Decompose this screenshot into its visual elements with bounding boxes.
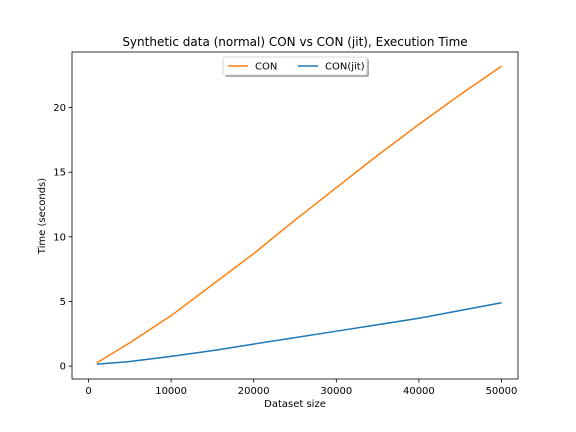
- y-tick-label: 5: [60, 297, 66, 308]
- chart-title: Synthetic data (normal) CON vs CON (jit)…: [122, 35, 467, 49]
- y-tick-label: 15: [53, 168, 66, 179]
- x-tick-label: 0: [85, 386, 91, 397]
- y-tick-label: 10: [53, 232, 66, 243]
- plot-area: 0 10000 20000 30000 40000 50000 0 5 10 15 20: [53, 51, 519, 397]
- legend-label-con: CON: [255, 62, 277, 73]
- x-axis-label: Dataset size: [264, 399, 326, 410]
- y-axis-label: Time (seconds): [37, 178, 48, 255]
- legend-label-con-jit: CON(jit): [325, 62, 365, 73]
- x-tick-label: 10000: [155, 386, 187, 397]
- axes-frame: [71, 51, 519, 380]
- legend: CON CON(jit): [222, 56, 369, 77]
- y-tick-label: 0: [60, 362, 66, 373]
- x-tick-label: 20000: [238, 386, 270, 397]
- x-tick-label: 40000: [403, 386, 435, 397]
- series-line-con-jit: [96, 302, 502, 365]
- series-line-con: [96, 65, 502, 364]
- x-tick-label: 50000: [486, 386, 518, 397]
- legend-box: [222, 56, 368, 76]
- x-tick-label: 30000: [320, 386, 352, 397]
- y-tick-label: 20: [53, 103, 66, 114]
